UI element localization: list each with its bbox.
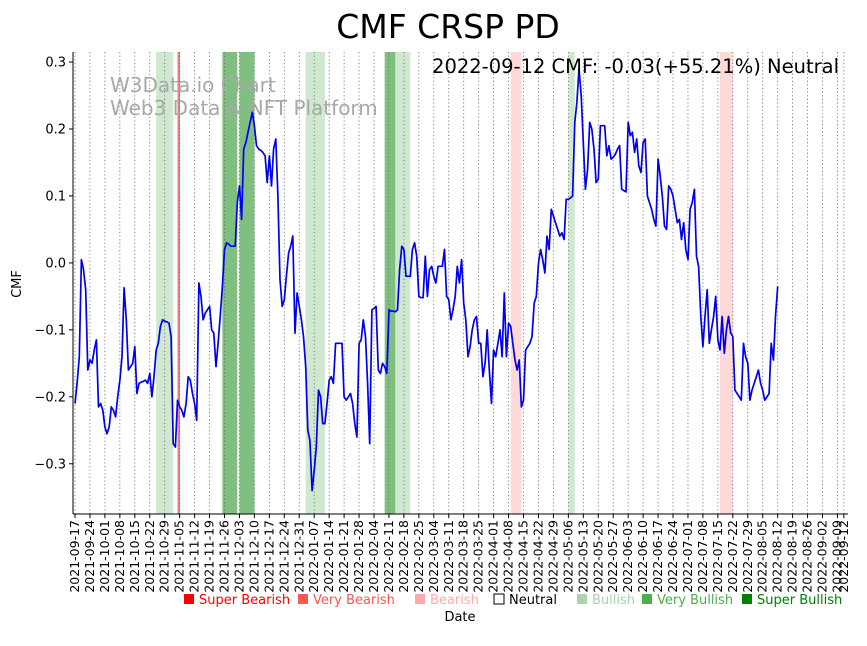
x-tick-label: 2022-09-02	[815, 520, 830, 593]
x-tick-label: 2022-01-21	[336, 520, 351, 593]
x-tick-label: 2022-07-08	[695, 520, 710, 593]
x-tick-label: 2022-08-19	[785, 520, 800, 593]
x-tick-label: 2022-06-17	[650, 520, 665, 593]
x-tick-label: 2022-03-18	[456, 520, 471, 593]
x-tick-label: 2022-07-22	[725, 520, 740, 593]
x-tick-label: 2021-12-31	[291, 520, 306, 593]
x-tick-label: 2022-02-25	[411, 520, 426, 593]
chart-annotation: 2022-09-12 CMF: -0.03(+55.21%) Neutral	[432, 55, 839, 78]
legend: Super Bearish Very Bearish Bearish Neutral B…	[184, 593, 842, 608]
x-tick-label: 2022-02-18	[396, 520, 411, 593]
legend-swatch-0	[184, 594, 194, 604]
x-tick-label: 2021-10-29	[157, 520, 172, 593]
x-tick-label: 2021-09-17	[67, 520, 82, 593]
x-tick-label: 2022-07-01	[680, 520, 695, 593]
x-tick-label: 2021-10-15	[127, 520, 142, 593]
x-tick-label: 2022-01-07	[306, 520, 321, 593]
x-tick-label: 2021-11-19	[202, 520, 217, 593]
series-line-cmf	[74, 67, 779, 492]
x-tick-label: 2022-03-25	[471, 520, 486, 593]
y-tick-label: 0.0	[45, 256, 66, 271]
x-axis-label: Date	[444, 610, 475, 625]
x-tick-label: 2021-12-10	[246, 520, 261, 593]
x-tick-label: 2021-11-26	[217, 520, 232, 593]
x-tick-label: 2022-06-03	[620, 520, 635, 593]
x-tick-label: 2021-10-01	[97, 520, 112, 593]
x-tick-label: 2022-01-14	[321, 520, 336, 593]
y-tick-label: 0.1	[45, 189, 66, 204]
x-tick-label: 2022-07-29	[740, 520, 755, 593]
legend-swatch-2	[415, 594, 425, 604]
x-tick-label: 2022-04-22	[530, 520, 545, 593]
x-axis-ticks: 2021-09-17 2021-09-24 2021-10-01 2021-10-08…	[67, 514, 851, 593]
legend-swatch-5	[642, 594, 652, 604]
legend-label-0: Super Bearish	[199, 593, 290, 608]
x-tick-label: 2021-11-12	[187, 520, 202, 593]
x-tick-label: 2021-12-17	[261, 520, 276, 593]
x-tick-label: 2021-09-24	[82, 520, 97, 593]
shaded-region-5	[305, 52, 325, 514]
shaded-region-3	[222, 52, 238, 514]
x-tick-label: 2022-04-15	[516, 520, 531, 593]
x-tick-label: 2022-09-09	[829, 520, 844, 593]
x-tick-label: 2022-06-24	[665, 520, 680, 593]
y-axis-ticks: −0.3 −0.2 −0.1 0.0 0.1 0.2 0.3	[34, 56, 73, 472]
x-tick-label: 2021-10-22	[142, 520, 157, 593]
shaded-region-2	[177, 52, 181, 514]
x-tick-label: 2022-09-12	[836, 520, 851, 593]
legend-swatch-6	[742, 594, 752, 604]
shaded-region-0	[156, 52, 169, 514]
x-tick-label: 2022-03-04	[426, 520, 441, 593]
x-tick-label: 2022-05-20	[590, 520, 605, 593]
x-tick-label: 2022-05-06	[560, 520, 575, 593]
legend-label-4: Bullish	[592, 593, 635, 608]
shaded-region-6	[384, 52, 396, 514]
x-tick-label: 2022-07-15	[710, 520, 725, 593]
x-tick-label: 2021-10-08	[112, 520, 127, 593]
y-tick-label: −0.2	[34, 390, 66, 405]
y-tick-label: 0.2	[45, 123, 66, 138]
y-tick-label: −0.3	[34, 457, 66, 472]
shaded-region-9	[568, 52, 575, 514]
x-tick-label: 2022-05-13	[575, 520, 590, 593]
shaded-region-8	[510, 52, 522, 514]
shaded-region-1	[168, 52, 174, 514]
shaded-region-7	[395, 52, 411, 514]
watermark-line-1: Web3 Data & NFT Platform	[110, 96, 378, 120]
legend-label-3: Neutral	[509, 593, 557, 608]
x-tick-label: 2022-08-05	[755, 520, 770, 593]
x-tick-label: 2022-05-27	[605, 520, 620, 593]
legend-label-1: Very Bearish	[313, 593, 395, 608]
legend-label-2: Bearish	[430, 593, 479, 608]
x-tick-label: 2022-02-11	[381, 520, 396, 593]
x-tick-label: 2022-04-08	[501, 520, 516, 593]
x-tick-label: 2022-01-28	[351, 520, 366, 593]
legend-swatch-3	[493, 593, 505, 605]
legend-label-5: Very Bullish	[657, 593, 733, 608]
legend-swatch-4	[577, 594, 587, 604]
x-tick-label: 2022-04-29	[545, 520, 560, 593]
x-tick-label: 2022-08-26	[800, 520, 815, 593]
shaded-region-10	[719, 52, 733, 514]
x-tick-label: 2021-12-03	[231, 520, 246, 593]
x-tick-label: 2022-04-01	[486, 520, 501, 593]
x-tick-label: 2022-02-04	[366, 520, 381, 593]
chart-title: CMF CRSP PD	[336, 7, 560, 46]
x-tick-label: 2021-12-24	[276, 520, 291, 593]
x-tick-label: 2021-11-05	[172, 520, 187, 593]
legend-swatch-1	[298, 594, 308, 604]
shaded-regions	[156, 52, 733, 514]
y-tick-label: 0.3	[45, 56, 66, 71]
watermark-line-0: W3Data.io Chart	[110, 73, 276, 97]
x-tick-label: 2022-06-10	[635, 520, 650, 593]
shaded-region-4	[239, 52, 255, 514]
y-tick-label: −0.1	[34, 323, 66, 338]
x-tick-label: 2022-08-12	[770, 520, 785, 593]
y-axis-label: CMF	[10, 270, 25, 298]
vertical-gridlines	[74, 52, 845, 514]
x-tick-label: 2022-03-11	[441, 520, 456, 593]
legend-label-6: Super Bullish	[757, 593, 842, 608]
